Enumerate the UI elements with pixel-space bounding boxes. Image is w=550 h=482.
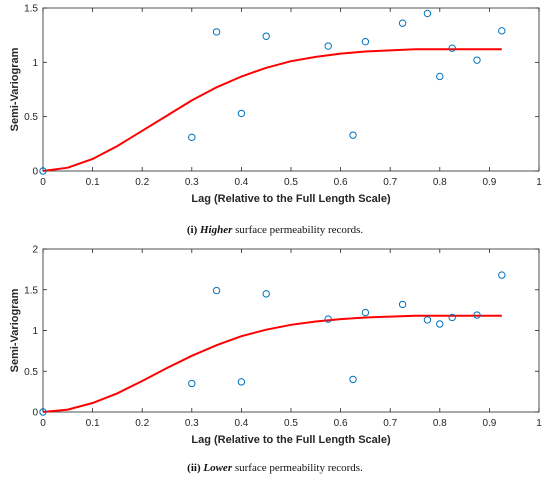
caption-lower: (ii) Lower surface permeability records. (187, 462, 363, 474)
y-axis-title: Semi-Variogram (9, 288, 21, 372)
data-point (448, 313, 456, 322)
data-point (448, 44, 456, 52)
data-point (361, 308, 370, 317)
x-tick-label: 0.2 (135, 177, 149, 188)
x-tick-label: 0.7 (383, 418, 397, 429)
data-point (498, 27, 506, 35)
y-tick-label: 1.5 (24, 4, 38, 15)
y-axis-title: Semi-Variogram (9, 47, 21, 131)
y-tick-label: 0 (32, 408, 38, 419)
data-point (39, 167, 47, 175)
x-tick-label: 0.2 (135, 418, 149, 429)
y-tick-label: 1 (32, 326, 38, 337)
semivariogram-chart-lower: 0 0.1 0.2 0.3 0.4 0.5 0.6 0.7 0.8 0.9 1 0 0.5 1 1.5 2 La… (9, 245, 542, 447)
data-point (473, 311, 481, 319)
x-tick-label: 0.1 (86, 418, 100, 429)
plot-area-frame (42, 248, 540, 413)
data-point (188, 379, 196, 388)
data-point (398, 300, 407, 309)
x-tick-label: 0 (40, 177, 46, 188)
data-point (423, 316, 432, 324)
x-tick-label: 0.4 (234, 177, 248, 188)
x-tick-label: 0.1 (86, 177, 100, 188)
x-tick-label: 0.8 (433, 418, 447, 429)
data-point (349, 131, 357, 139)
x-tick-label: 0 (40, 418, 46, 429)
x-tick-label: 1 (536, 177, 542, 188)
x-tick-label: 0.3 (185, 418, 199, 429)
x-tick-label: 0.9 (482, 418, 496, 429)
x-tick-label: 0.5 (284, 177, 298, 188)
data-point (349, 375, 357, 384)
data-point (423, 9, 432, 18)
x-tick-label: 0.3 (185, 177, 199, 188)
x-tick-label: 0.9 (482, 177, 496, 188)
x-tick-label: 0.7 (383, 177, 397, 188)
data-point (324, 315, 332, 323)
y-tick-label: 2 (32, 245, 38, 256)
y-tick-label: 0.5 (24, 367, 38, 378)
data-point (262, 290, 270, 298)
y-tick-label: 1.5 (24, 285, 38, 296)
data-point (361, 37, 370, 46)
data-point (473, 56, 481, 64)
data-point (39, 408, 47, 416)
x-tick-label: 0.8 (433, 177, 447, 188)
x-tick-label: 0.6 (334, 177, 348, 188)
y-tick-label: 1 (32, 58, 38, 69)
data-point (237, 378, 246, 386)
fitted-variogram-line (42, 314, 502, 413)
data-point (212, 286, 221, 295)
data-point (398, 19, 407, 27)
fitted-variogram-line (42, 48, 502, 172)
x-tick-label: 0.4 (234, 418, 248, 429)
x-tick-label: 0.6 (334, 418, 348, 429)
y-tick-label: 0 (32, 167, 38, 178)
semivariogram-chart-higher: 0 0.1 0.2 0.3 0.4 0.5 0.6 0.7 0.8 0.9 1 0 0.5 1 1.5 Lag… (9, 4, 542, 206)
data-point (498, 271, 506, 279)
data-point (188, 133, 196, 142)
x-axis-title: Lag (Relative to the Full Length Scale) (191, 193, 391, 205)
x-tick-label: 0.5 (284, 418, 298, 429)
data-point (262, 32, 270, 40)
data-point (237, 109, 246, 118)
x-axis-title: Lag (Relative to the Full Length Scale) (191, 434, 391, 446)
data-point (324, 42, 332, 50)
caption-higher: (i) Higher surface permeability records. (186, 224, 364, 236)
x-tick-label: 1 (536, 418, 542, 429)
data-point (436, 72, 444, 81)
data-point (212, 28, 221, 36)
data-point (436, 320, 444, 328)
y-tick-label: 0.5 (24, 112, 38, 123)
